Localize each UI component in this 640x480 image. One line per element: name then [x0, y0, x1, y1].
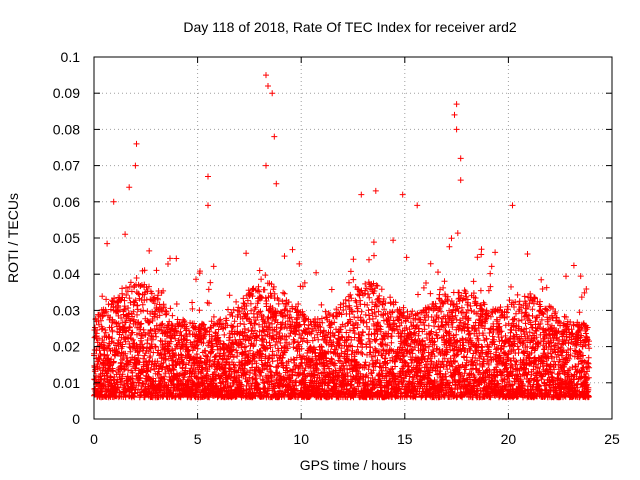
x-tick-label: 0 — [90, 431, 98, 447]
data-point — [399, 191, 406, 198]
y-tick-label: 0.02 — [53, 339, 80, 355]
data-point — [457, 177, 464, 184]
data-point — [358, 191, 365, 198]
data-point — [132, 162, 139, 169]
data-point — [451, 111, 458, 118]
x-tick-label: 25 — [604, 431, 620, 447]
y-tick-label: 0.04 — [53, 266, 80, 282]
data-point — [126, 184, 133, 191]
y-tick-label: 0.09 — [53, 85, 80, 101]
y-tick-label: 0.07 — [53, 158, 80, 174]
data-point — [263, 162, 269, 169]
data-point — [509, 202, 516, 209]
y-tick-label: 0.05 — [53, 230, 80, 246]
y-tick-label: 0.01 — [53, 375, 80, 391]
data-point — [457, 155, 464, 162]
data-point — [110, 198, 117, 205]
y-tick-label: 0.08 — [53, 121, 80, 137]
plot-frame — [93, 56, 613, 420]
x-tick-label: 15 — [397, 431, 413, 447]
data-points — [91, 72, 593, 401]
data-point — [263, 72, 269, 79]
y-axis-label: ROTI / TECUs — [5, 193, 21, 283]
data-point — [265, 83, 271, 89]
data-point — [133, 140, 140, 147]
chart-title: Day 118 of 2018, Rate Of TEC Index for r… — [183, 19, 517, 35]
data-point — [269, 90, 276, 97]
grid-lines — [94, 57, 612, 419]
data-point-cluster — [91, 230, 593, 401]
data-point — [273, 180, 280, 187]
data-point — [372, 187, 379, 194]
x-tick-label: 5 — [194, 431, 202, 447]
x-tick-label: 20 — [501, 431, 517, 447]
x-axis-label: GPS time / hours — [300, 457, 407, 473]
y-tick-label: 0.03 — [53, 302, 80, 318]
x-tick-label: 10 — [293, 431, 309, 447]
data-point — [453, 101, 460, 108]
data-point — [453, 126, 460, 133]
data-point — [414, 202, 421, 209]
y-tick-labels: 0 0.01 0.02 0.03 0.04 0.05 0.06 0.07 0.08 0.09 0.1 — [53, 49, 80, 427]
data-point — [205, 173, 211, 180]
data-point — [271, 133, 278, 140]
y-tick-label: 0.1 — [61, 49, 81, 65]
data-point — [205, 202, 211, 209]
x-tick-labels: 0 5 10 15 20 25 — [90, 431, 620, 447]
y-tick-label: 0.06 — [53, 194, 80, 210]
y-tick-label: 0 — [72, 411, 80, 427]
